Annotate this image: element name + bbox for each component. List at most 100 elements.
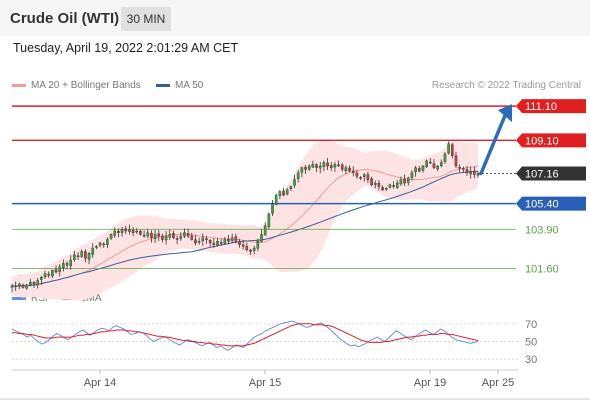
candle [36, 280, 39, 286]
candle [62, 263, 65, 269]
candle [234, 236, 238, 242]
candle [274, 194, 278, 205]
candle [241, 244, 245, 247]
candle [186, 233, 190, 237]
candle [381, 187, 384, 191]
candle [373, 182, 377, 185]
legend-ma50-label: MA 50 [175, 80, 204, 91]
candle [124, 228, 128, 232]
legend-ma50: MA 50 [156, 80, 203, 91]
candle [179, 235, 183, 239]
candle [304, 167, 307, 170]
candle [245, 246, 249, 250]
timeframe-badge[interactable]: 30 MIN [121, 7, 171, 31]
candle [113, 230, 117, 236]
candle [322, 162, 326, 167]
copyright-text: Research © 2022 Trading Central [431, 80, 581, 91]
candle [146, 232, 150, 237]
candle [296, 172, 300, 179]
candle [29, 282, 32, 286]
candle [454, 155, 458, 167]
candle [440, 162, 443, 167]
candle [208, 240, 212, 244]
candle [282, 190, 285, 196]
candle [462, 168, 465, 170]
candle [216, 241, 219, 246]
candle [256, 241, 260, 249]
candle [447, 143, 450, 154]
candle [469, 170, 472, 175]
candle [168, 234, 172, 238]
candle [47, 273, 50, 276]
candle [120, 229, 124, 233]
level-label: 107.16 [525, 169, 559, 181]
candle [362, 174, 366, 177]
candle [205, 238, 208, 240]
legend-ma20-bollinger: MA 20 + Bollinger Bands [12, 80, 141, 91]
bollinger-band [12, 139, 478, 301]
chart-header: Crude Oil (WTI) 30 MIN [0, 0, 590, 36]
resistance-tag [516, 99, 586, 114]
candle [263, 225, 267, 236]
ma50-line [11, 170, 479, 287]
level-label: 109.10 [525, 135, 559, 147]
x-tick-label: Apr 15 [249, 377, 281, 389]
candle [333, 164, 337, 168]
candle [73, 254, 76, 260]
candle [278, 191, 282, 196]
candle [399, 179, 403, 185]
candle [388, 184, 392, 188]
candle [135, 230, 139, 233]
candle [142, 234, 146, 237]
candle [25, 284, 28, 289]
candle [212, 242, 216, 245]
candle [164, 235, 168, 241]
candle [183, 232, 186, 237]
candle [219, 242, 223, 244]
candle [417, 168, 421, 172]
candle [175, 238, 179, 240]
candle [458, 166, 461, 169]
instrument-title: Crude Oil (WTI) [10, 10, 120, 27]
candle [406, 177, 410, 183]
candle [95, 246, 98, 248]
candle [227, 238, 230, 242]
x-tick-label: Apr 19 [414, 377, 446, 389]
candle [307, 165, 311, 170]
candle [249, 249, 252, 252]
candle [128, 229, 131, 232]
candle [473, 171, 476, 175]
legend-ma20-label: MA 20 + Bollinger Bands [31, 80, 141, 91]
candle [194, 239, 197, 244]
legend-ma50-swatch [156, 83, 170, 87]
candle [285, 189, 289, 195]
level-label: 103.90 [525, 224, 559, 236]
candle [465, 169, 469, 174]
candle [131, 229, 135, 233]
candle [351, 170, 355, 174]
legend-rsi-ma-label: 9MA [81, 293, 102, 304]
candle [109, 234, 113, 239]
candle [414, 167, 417, 173]
current-price-tag [516, 166, 586, 181]
candle [329, 165, 333, 168]
legend-rsi-swatch [12, 296, 26, 300]
candle [54, 269, 58, 273]
candle [157, 233, 161, 237]
rsi-level-label: 30 [525, 354, 537, 366]
candle [102, 243, 106, 246]
candle [300, 167, 304, 173]
candle [311, 164, 315, 168]
candle [403, 178, 406, 184]
level-label: 101.60 [525, 264, 559, 276]
candle [271, 203, 274, 214]
candle [267, 213, 271, 227]
support-tag [516, 196, 586, 211]
candle [348, 167, 351, 172]
candle [51, 270, 54, 277]
candle [410, 172, 414, 178]
candle [238, 241, 241, 245]
candle [65, 263, 69, 266]
legend-ma20-swatch [12, 83, 26, 87]
